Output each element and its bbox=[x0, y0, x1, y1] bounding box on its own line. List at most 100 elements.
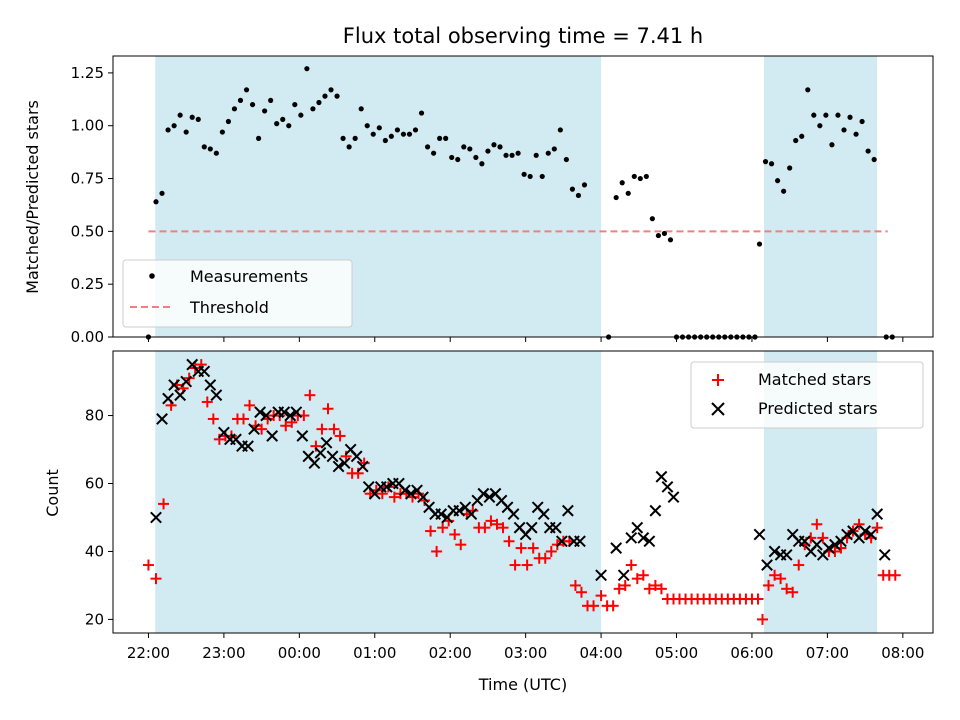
legend-measurements-label: Measurements bbox=[190, 267, 308, 286]
predicted-star-point bbox=[320, 436, 333, 449]
measurement-point bbox=[527, 173, 533, 180]
matched-star-point bbox=[539, 552, 551, 564]
predicted-star-point bbox=[761, 559, 773, 571]
predicted-star-point bbox=[242, 440, 254, 453]
matched-star-point bbox=[871, 522, 883, 534]
ratio-y-axis-label: Matched/Predicted stars bbox=[23, 100, 42, 294]
predicted-star-point bbox=[649, 504, 662, 517]
matched-star-point bbox=[150, 573, 162, 585]
measurement-point bbox=[418, 110, 425, 116]
matched-star-point bbox=[569, 579, 581, 591]
predicted-star-point bbox=[555, 535, 568, 548]
predicted-star-point bbox=[871, 508, 884, 520]
predicted-stars-points bbox=[150, 358, 891, 582]
measurement-point bbox=[551, 146, 557, 152]
measurement-point bbox=[177, 112, 183, 118]
predicted-star-point bbox=[350, 450, 363, 463]
ratio-axes-frame bbox=[112, 55, 934, 338]
predicted-star-point bbox=[435, 508, 448, 520]
measurement-point bbox=[768, 161, 775, 167]
matched-star-point bbox=[425, 525, 437, 537]
predicted-star-point bbox=[637, 531, 650, 544]
measurement-point bbox=[613, 194, 619, 201]
measurement-point bbox=[286, 123, 292, 129]
predicted-star-point bbox=[507, 508, 520, 520]
matched-star-point bbox=[655, 583, 667, 595]
matched-star-point bbox=[491, 518, 503, 530]
measurement-point bbox=[171, 123, 177, 129]
measurement-point bbox=[655, 232, 662, 239]
predicted-star-point bbox=[595, 569, 607, 582]
predicted-star-point bbox=[399, 484, 411, 497]
predicted-star-point bbox=[326, 450, 339, 463]
count-shaded-interval-0 bbox=[155, 351, 602, 633]
matched-star-point bbox=[286, 416, 298, 428]
measurement-point bbox=[268, 97, 274, 103]
measurement-point bbox=[207, 146, 213, 152]
ratio-shaded-interval-1 bbox=[764, 56, 878, 337]
matched-star-point bbox=[889, 569, 901, 581]
count-legend: Matched stars Predicted stars bbox=[690, 361, 924, 429]
predicted-star-point bbox=[180, 375, 193, 388]
measurement-point bbox=[835, 112, 841, 118]
matched-star-point bbox=[142, 559, 154, 571]
ratio-y-tick-label: 0.50 bbox=[71, 222, 104, 240]
measurement-point bbox=[829, 142, 835, 148]
measurement-point bbox=[249, 101, 256, 108]
matched-star-point bbox=[775, 573, 787, 585]
measurement-point bbox=[545, 150, 551, 156]
matched-star-point bbox=[781, 583, 793, 595]
predicted-star-point bbox=[525, 521, 538, 534]
matched-star-point bbox=[328, 423, 340, 435]
predicted-star-point bbox=[417, 491, 429, 504]
predicted-star-point bbox=[254, 406, 267, 419]
measurement-point bbox=[793, 137, 799, 144]
measurement-point bbox=[376, 125, 382, 131]
predicted-star-point bbox=[574, 535, 586, 548]
measurement-point bbox=[667, 237, 674, 243]
measurement-point bbox=[225, 118, 232, 125]
predicted-star-point bbox=[768, 545, 781, 558]
matched-star-point bbox=[479, 522, 491, 534]
predicted-star-point bbox=[798, 535, 811, 548]
measurement-point bbox=[853, 131, 859, 137]
predicted-star-point bbox=[162, 392, 174, 405]
matched-star-point bbox=[752, 593, 764, 605]
measurement-point bbox=[625, 190, 631, 196]
measurement-points bbox=[145, 66, 895, 340]
measurement-point bbox=[352, 135, 358, 141]
measurement-point bbox=[316, 99, 322, 106]
predicted-star-point bbox=[625, 531, 638, 544]
measurement-point bbox=[346, 144, 352, 150]
measurement-point bbox=[787, 165, 793, 171]
matched-star-point bbox=[334, 430, 346, 442]
count-y-axis-label: Count bbox=[43, 469, 62, 517]
matched-star-point bbox=[256, 423, 268, 435]
measurement-point bbox=[159, 190, 165, 196]
measurement-point bbox=[649, 216, 655, 222]
measurement-point bbox=[406, 131, 413, 137]
measurement-point bbox=[243, 87, 250, 93]
predicted-star-point bbox=[405, 487, 417, 500]
predicted-star-point bbox=[453, 504, 466, 517]
predicted-star-point bbox=[168, 379, 181, 391]
predicted-star-point bbox=[841, 528, 853, 541]
count-x-tick-label: 00:00 bbox=[278, 644, 321, 662]
count-y-tick-label: 40 bbox=[85, 542, 104, 560]
predicted-star-point bbox=[150, 511, 162, 524]
ratio-y-tick-label: 0.75 bbox=[71, 170, 104, 188]
matched-star-point bbox=[158, 498, 170, 510]
predicted-star-point bbox=[284, 409, 297, 422]
predicted-star-point bbox=[174, 389, 187, 402]
matched-star-point bbox=[793, 559, 805, 571]
matched-star-point bbox=[595, 590, 607, 602]
predicted-star-point bbox=[549, 521, 562, 534]
predicted-star-point bbox=[380, 480, 393, 493]
measurement-point bbox=[340, 135, 346, 141]
measurement-point bbox=[370, 131, 376, 137]
ratio-legend-box bbox=[122, 259, 353, 328]
measurement-point bbox=[195, 116, 201, 122]
matched-star-point bbox=[643, 583, 655, 595]
measurement-point bbox=[388, 133, 394, 139]
